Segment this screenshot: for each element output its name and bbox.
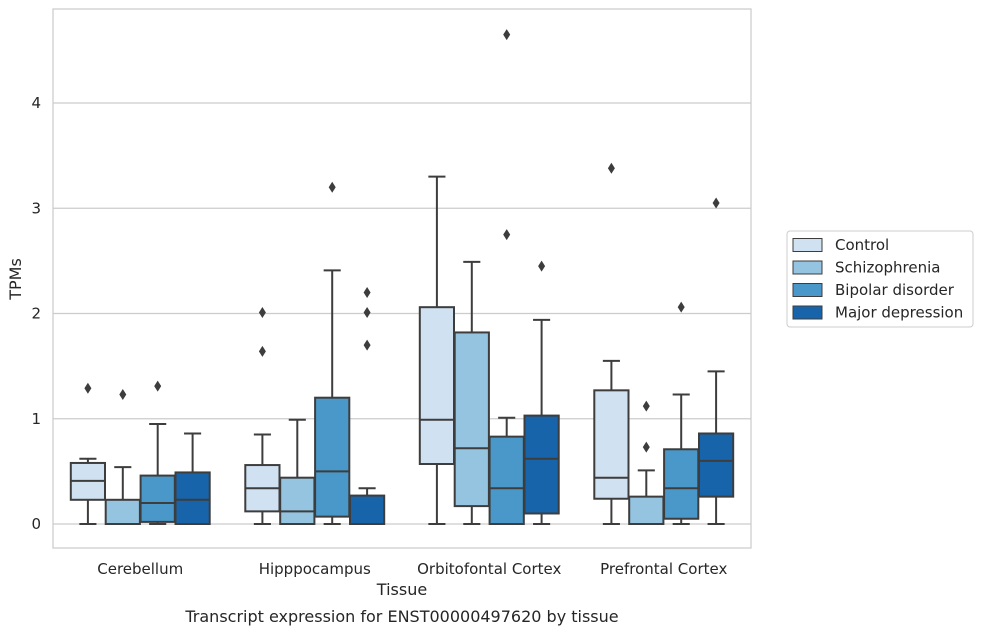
x-tick-label: Cerebellum (97, 560, 183, 578)
y-axis-ticks: 0 1 2 3 4 (31, 94, 41, 533)
box (139, 380, 176, 525)
y-tick-label: 4 (31, 94, 41, 112)
outlier-point (712, 197, 720, 209)
legend-label: Major depression (835, 304, 963, 322)
legend-swatch (792, 238, 823, 252)
series-control (69, 162, 630, 525)
y-tick-label: 2 (31, 305, 41, 323)
box-body (418, 306, 456, 466)
y-tick-label: 0 (31, 515, 41, 533)
box (488, 29, 525, 525)
outlier-point (154, 380, 162, 392)
box (348, 286, 386, 525)
box-body (348, 494, 386, 525)
outlier-point (503, 229, 511, 241)
x-tick-label: Orbitofontal Cortex (417, 560, 561, 578)
series-schizophrenia (104, 260, 665, 526)
outlier-point (363, 306, 371, 318)
x-tick-label: Prefrontal Cortex (600, 560, 727, 578)
plot-frame (52, 8, 752, 549)
outlier-point (258, 306, 266, 318)
legend-label: Bipolar disorder (835, 281, 955, 299)
series-major-depression (174, 197, 735, 525)
box (453, 260, 490, 525)
x-axis-ticks: Cerebellum Hipppocampus Orbitofontal Corte… (97, 560, 727, 578)
outlier-point (538, 260, 546, 272)
legend-swatch (792, 305, 823, 320)
outlier-point (363, 339, 371, 351)
box-body (697, 432, 735, 498)
outlier-point (84, 382, 92, 394)
box (279, 418, 316, 526)
box-body (628, 495, 665, 526)
legend-swatch (792, 283, 823, 297)
legend-label: Control (835, 236, 889, 254)
legend: Control Schizophrenia Bipolar disorder Majo… (786, 230, 974, 328)
legend-frame (786, 230, 974, 328)
box-body (104, 498, 141, 526)
y-tick-label: 1 (31, 410, 41, 428)
box (697, 197, 735, 525)
box-series (69, 29, 735, 526)
outlier-point (607, 162, 615, 174)
box-body (593, 389, 630, 500)
outlier-point (642, 441, 650, 453)
box-body (174, 471, 211, 525)
legend-swatch (792, 260, 823, 275)
box (69, 382, 107, 525)
box-body (279, 476, 316, 526)
y-tick-label: 3 (31, 199, 41, 217)
box (593, 162, 630, 525)
outlier-point (503, 29, 511, 41)
outlier-point (119, 389, 127, 401)
box (523, 260, 560, 525)
box (418, 175, 456, 525)
x-axis-title: Tissue (376, 580, 427, 599)
box-body (488, 435, 525, 525)
box-body (453, 331, 490, 508)
box (314, 181, 351, 525)
box-body (663, 448, 700, 520)
outlier-point (677, 301, 685, 313)
series-bipolar-disorder (139, 29, 700, 525)
box (663, 301, 700, 525)
box (244, 306, 281, 525)
box (174, 432, 211, 525)
outlier-point (642, 400, 650, 412)
outlier-point (328, 181, 336, 193)
y-axis-title: TPMs (6, 258, 25, 301)
figure-caption: Transcript expression for ENST0000049762… (184, 607, 618, 626)
outlier-point (363, 286, 371, 298)
outlier-point (258, 345, 266, 357)
x-tick-label: Hipppocampus (259, 560, 371, 578)
box-body (314, 396, 351, 518)
legend-label: Schizophrenia (835, 259, 940, 277)
box-body (139, 474, 176, 523)
box-body (523, 414, 560, 515)
